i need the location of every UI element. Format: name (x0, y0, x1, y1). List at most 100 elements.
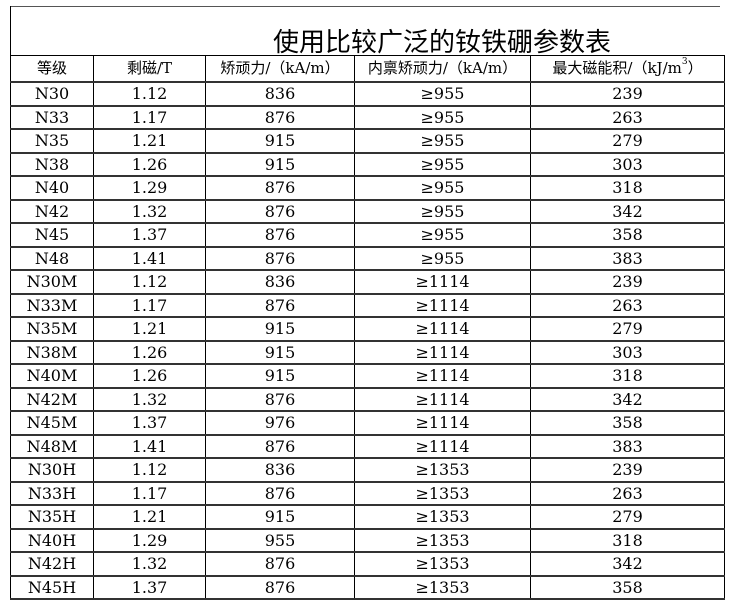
cell-intrinsic-coercivity[interactable]: ≥1114 (354, 410, 531, 436)
cell-grade[interactable]: N33H (10, 481, 94, 506)
cell-grade[interactable]: N42H (10, 551, 94, 577)
cell-intrinsic-coercivity[interactable]: ≥1114 (354, 269, 531, 295)
cell-intrinsic-coercivity[interactable]: ≥1114 (354, 363, 531, 389)
cell-max-energy-product[interactable]: 358 (530, 575, 725, 600)
cell-remanence[interactable]: 1.17 (93, 481, 206, 506)
cell-remanence[interactable]: 1.37 (93, 575, 206, 600)
cell-coercivity[interactable]: 955 (205, 528, 355, 553)
cell-intrinsic-coercivity[interactable]: ≥955 (354, 128, 531, 154)
cell-remanence[interactable]: 1.17 (93, 293, 206, 318)
cell-intrinsic-coercivity[interactable]: ≥1353 (354, 481, 531, 506)
cell-intrinsic-coercivity[interactable]: ≥955 (354, 246, 531, 271)
cell-remanence[interactable]: 1.17 (93, 105, 206, 130)
cell-remanence[interactable]: 1.37 (93, 222, 206, 248)
cell-coercivity[interactable]: 876 (205, 575, 355, 600)
cell-intrinsic-coercivity[interactable]: ≥955 (354, 175, 531, 201)
cell-intrinsic-coercivity[interactable]: ≥1114 (354, 434, 531, 459)
cell-grade[interactable]: N38M (10, 340, 94, 365)
cell-max-energy-product[interactable]: 263 (530, 293, 725, 318)
cell-max-energy-product[interactable]: 383 (530, 434, 725, 459)
cell-coercivity[interactable]: 876 (205, 293, 355, 318)
cell-grade[interactable]: N42M (10, 387, 94, 412)
cell-remanence[interactable]: 1.21 (93, 504, 206, 530)
cell-coercivity[interactable]: 915 (205, 152, 355, 177)
cell-intrinsic-coercivity[interactable]: ≥955 (354, 81, 531, 107)
cell-coercivity[interactable]: 876 (205, 434, 355, 459)
cell-max-energy-product[interactable]: 383 (530, 246, 725, 271)
cell-remanence[interactable]: 1.12 (93, 81, 206, 107)
cell-coercivity[interactable]: 915 (205, 340, 355, 365)
cell-max-energy-product[interactable]: 342 (530, 199, 725, 224)
cell-coercivity[interactable]: 876 (205, 105, 355, 130)
cell-grade[interactable]: N48 (10, 246, 94, 271)
cell-max-energy-product[interactable]: 318 (530, 175, 725, 201)
cell-max-energy-product[interactable]: 358 (530, 222, 725, 248)
cell-max-energy-product[interactable]: 239 (530, 269, 725, 295)
cell-max-energy-product[interactable]: 342 (530, 387, 725, 412)
cell-max-energy-product[interactable]: 239 (530, 81, 725, 107)
cell-grade[interactable]: N33M (10, 293, 94, 318)
cell-coercivity[interactable]: 836 (205, 269, 355, 295)
cell-coercivity[interactable]: 915 (205, 316, 355, 342)
cell-grade[interactable]: N45M (10, 410, 94, 436)
cell-intrinsic-coercivity[interactable]: ≥955 (354, 105, 531, 130)
cell-remanence[interactable]: 1.32 (93, 199, 206, 224)
cell-grade[interactable]: N30H (10, 457, 94, 483)
cell-remanence[interactable]: 1.32 (93, 387, 206, 412)
cell-grade[interactable]: N35H (10, 504, 94, 530)
cell-max-energy-product[interactable]: 263 (530, 105, 725, 130)
cell-remanence[interactable]: 1.32 (93, 551, 206, 577)
cell-coercivity[interactable]: 876 (205, 551, 355, 577)
cell-coercivity[interactable]: 836 (205, 457, 355, 483)
cell-max-energy-product[interactable]: 239 (530, 457, 725, 483)
cell-coercivity[interactable]: 836 (205, 81, 355, 107)
cell-max-energy-product[interactable]: 358 (530, 410, 725, 436)
cell-grade[interactable]: N45 (10, 222, 94, 248)
cell-grade[interactable]: N30M (10, 269, 94, 295)
cell-grade[interactable]: N42 (10, 199, 94, 224)
cell-coercivity[interactable]: 876 (205, 199, 355, 224)
cell-grade[interactable]: N30 (10, 81, 94, 107)
cell-intrinsic-coercivity[interactable]: ≥1353 (354, 528, 531, 553)
cell-intrinsic-coercivity[interactable]: ≥955 (354, 152, 531, 177)
cell-intrinsic-coercivity[interactable]: ≥955 (354, 199, 531, 224)
cell-remanence[interactable]: 1.41 (93, 434, 206, 459)
cell-remanence[interactable]: 1.26 (93, 363, 206, 389)
cell-max-energy-product[interactable]: 318 (530, 363, 725, 389)
cell-remanence[interactable]: 1.26 (93, 340, 206, 365)
cell-coercivity[interactable]: 876 (205, 387, 355, 412)
cell-intrinsic-coercivity[interactable]: ≥1114 (354, 340, 531, 365)
cell-coercivity[interactable]: 876 (205, 481, 355, 506)
cell-grade[interactable]: N40H (10, 528, 94, 553)
cell-intrinsic-coercivity[interactable]: ≥1114 (354, 387, 531, 412)
cell-intrinsic-coercivity[interactable]: ≥1353 (354, 504, 531, 530)
cell-grade[interactable]: N38 (10, 152, 94, 177)
cell-grade[interactable]: N33 (10, 105, 94, 130)
cell-max-energy-product[interactable]: 279 (530, 504, 725, 530)
cell-intrinsic-coercivity[interactable]: ≥1114 (354, 293, 531, 318)
cell-grade[interactable]: N48M (10, 434, 94, 459)
cell-remanence[interactable]: 1.12 (93, 457, 206, 483)
cell-max-energy-product[interactable]: 263 (530, 481, 725, 506)
cell-coercivity[interactable]: 876 (205, 222, 355, 248)
cell-grade[interactable]: N40 (10, 175, 94, 201)
cell-coercivity[interactable]: 876 (205, 246, 355, 271)
cell-coercivity[interactable]: 915 (205, 128, 355, 154)
cell-max-energy-product[interactable]: 318 (530, 528, 725, 553)
cell-remanence[interactable]: 1.37 (93, 410, 206, 436)
cell-coercivity[interactable]: 976 (205, 410, 355, 436)
cell-grade[interactable]: N35M (10, 316, 94, 342)
cell-coercivity[interactable]: 876 (205, 175, 355, 201)
cell-max-energy-product[interactable]: 303 (530, 340, 725, 365)
cell-remanence[interactable]: 1.29 (93, 528, 206, 553)
cell-grade[interactable]: N35 (10, 128, 94, 154)
cell-intrinsic-coercivity[interactable]: ≥1353 (354, 575, 531, 600)
cell-intrinsic-coercivity[interactable]: ≥1353 (354, 551, 531, 577)
cell-remanence[interactable]: 1.21 (93, 316, 206, 342)
cell-remanence[interactable]: 1.12 (93, 269, 206, 295)
cell-max-energy-product[interactable]: 303 (530, 152, 725, 177)
cell-intrinsic-coercivity[interactable]: ≥955 (354, 222, 531, 248)
cell-max-energy-product[interactable]: 342 (530, 551, 725, 577)
cell-intrinsic-coercivity[interactable]: ≥1114 (354, 316, 531, 342)
cell-remanence[interactable]: 1.26 (93, 152, 206, 177)
